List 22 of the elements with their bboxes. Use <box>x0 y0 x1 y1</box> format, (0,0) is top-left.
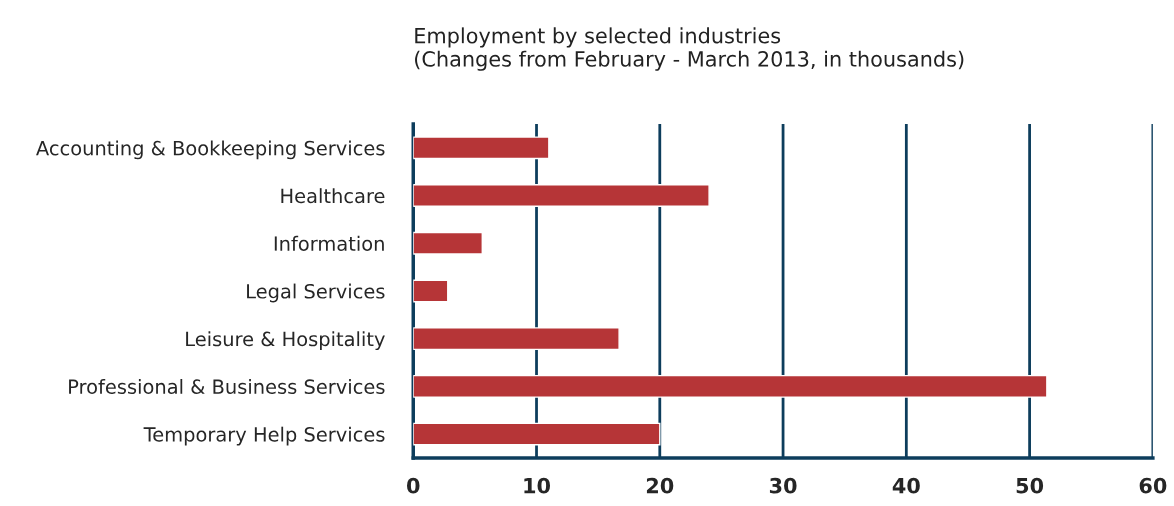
bar <box>413 327 620 351</box>
bar <box>413 136 550 160</box>
bar <box>413 231 483 255</box>
bar <box>413 422 661 446</box>
y-tick-label: Leisure & Hospitality <box>186 331 385 351</box>
y-tick-label: Accounting & Bookkeeping Services <box>36 140 385 160</box>
x-tick-label: 40 <box>892 477 920 494</box>
y-tick-label: Temporary Help Services <box>143 426 385 446</box>
x-tick-label: 20 <box>646 477 674 494</box>
chart-title: Employment by selected industries (Changes from February - March 2013, in thousands) <box>415 27 964 71</box>
x-tick-label: 30 <box>769 477 797 494</box>
x-tick-label: 0 <box>407 477 420 494</box>
bar <box>413 184 710 207</box>
bar <box>413 374 1048 398</box>
y-tick-label: Professional & Business Services <box>69 378 385 395</box>
x-tick-label: 60 <box>1139 477 1167 494</box>
y-tick-label: Healthcare <box>281 188 385 204</box>
y-tick-label: Information <box>274 235 384 251</box>
y-tick-label: Legal Services <box>247 283 385 303</box>
x-tick-label: 10 <box>524 477 551 494</box>
bar <box>413 279 449 303</box>
x-tick-label: 50 <box>1016 477 1044 494</box>
